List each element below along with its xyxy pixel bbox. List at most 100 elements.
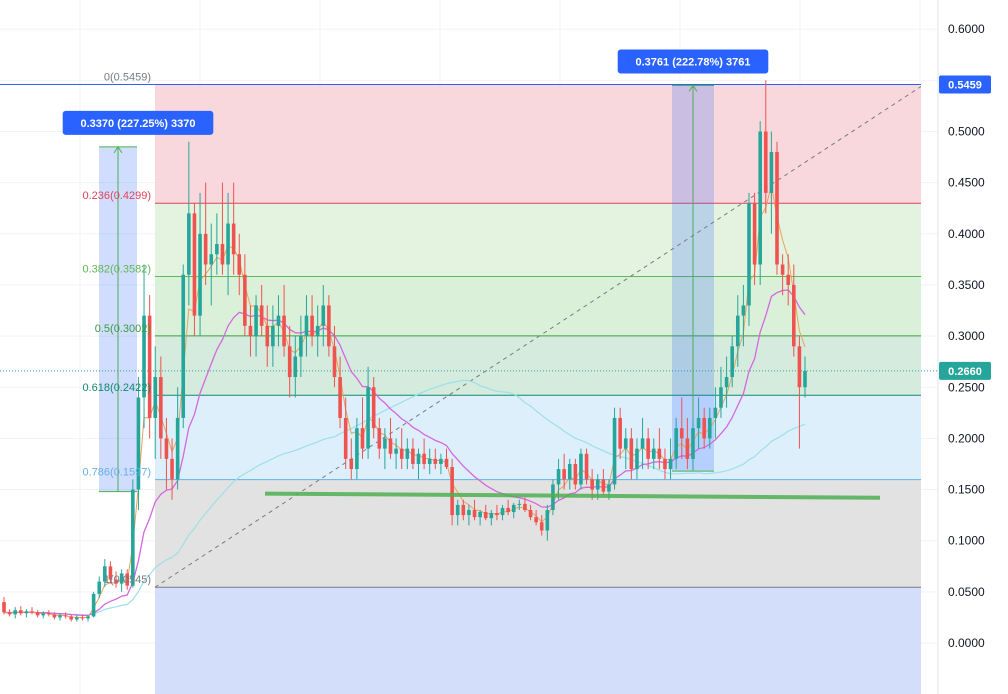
candle-body [394, 448, 398, 454]
candle [433, 448, 438, 470]
candle-body [7, 612, 12, 615]
candle [299, 315, 303, 378]
candle [125, 569, 130, 590]
candle [321, 284, 326, 347]
candle [80, 614, 85, 621]
candle-body [271, 325, 275, 347]
candle [483, 504, 488, 521]
candle-body [719, 387, 723, 408]
candle-body [646, 438, 650, 459]
fib-trend-line[interactable] [154, 86, 922, 588]
candle-body [259, 305, 264, 326]
candle-body [439, 458, 443, 464]
candle-body [226, 223, 230, 265]
candle-body [612, 417, 617, 485]
candle [237, 233, 242, 296]
candle-body [254, 305, 258, 337]
candle-body [461, 504, 466, 516]
candle-body [786, 274, 790, 285]
candle [2, 596, 6, 615]
candle-body [797, 346, 802, 388]
candle [562, 453, 566, 490]
candle-body [411, 448, 415, 464]
candle-body [19, 610, 23, 614]
candle-body [724, 377, 729, 388]
candle-body [366, 387, 370, 449]
candle [651, 438, 656, 470]
candle [528, 504, 533, 521]
candle-body [545, 510, 550, 531]
candle-body [467, 510, 471, 516]
candle [24, 609, 29, 618]
candle-body [181, 274, 186, 418]
candle [114, 571, 118, 588]
candle [187, 141, 191, 306]
candle [332, 325, 337, 388]
candle-body [567, 463, 572, 480]
candle [366, 366, 370, 459]
candle [478, 510, 482, 526]
candle [181, 264, 186, 429]
candle [573, 458, 578, 490]
candle-body [282, 315, 286, 347]
candle [646, 428, 650, 470]
candle-body [495, 513, 499, 516]
candle-body [47, 613, 51, 615]
candle-body [691, 428, 695, 459]
candle-body [506, 507, 510, 513]
candle [19, 606, 23, 616]
measure-tag [62, 110, 214, 135]
support-line[interactable] [264, 491, 881, 500]
current-price-tag [939, 361, 991, 380]
candle-body [13, 610, 18, 615]
candle-body [30, 611, 34, 613]
candle [405, 438, 410, 470]
candle [310, 295, 314, 347]
fib-label: 0(0.5459) [104, 72, 151, 84]
candle [52, 612, 57, 620]
candle-body [170, 458, 174, 480]
candle-body [293, 356, 298, 378]
candle-body [343, 417, 348, 459]
candle [758, 121, 762, 285]
candle [629, 428, 634, 480]
candle [444, 448, 449, 470]
measurement-tools[interactable] [99, 84, 714, 493]
price-axis[interactable]: 0.60000.55000.50000.45000.40000.35000.30… [937, 0, 1008, 694]
candle [209, 223, 214, 306]
candle [763, 80, 768, 214]
candle [265, 305, 270, 367]
candle-body [685, 438, 690, 459]
candle [719, 366, 723, 418]
candle [198, 192, 202, 337]
candle [741, 284, 746, 347]
candle-body [427, 458, 432, 464]
candle [226, 192, 230, 296]
candle-body [769, 151, 774, 193]
candle-body [86, 616, 90, 619]
candle [147, 295, 152, 439]
candle-body [24, 611, 29, 614]
measure-tag-text: 0.3761 (222.78%) 3761 [636, 56, 751, 68]
candle [388, 417, 393, 459]
candle-body [125, 573, 130, 586]
candle-body [175, 417, 180, 480]
fib-label: 0.618(0.2422) [83, 382, 152, 394]
candle-body [775, 151, 779, 265]
candle-body [265, 325, 270, 347]
candle-body [203, 233, 208, 265]
candle-body [433, 458, 438, 464]
candle-body [97, 581, 102, 594]
candle-body [159, 377, 163, 439]
candle-body [573, 463, 578, 485]
measure-tag [617, 49, 769, 74]
candle-body [114, 579, 118, 584]
candle-body [791, 284, 796, 347]
candle [293, 336, 298, 398]
fib-label: 0.5(0.3002) [95, 323, 151, 335]
candle-body [523, 503, 527, 511]
candle-body [517, 503, 522, 505]
candle [13, 607, 18, 619]
candle [159, 356, 163, 459]
